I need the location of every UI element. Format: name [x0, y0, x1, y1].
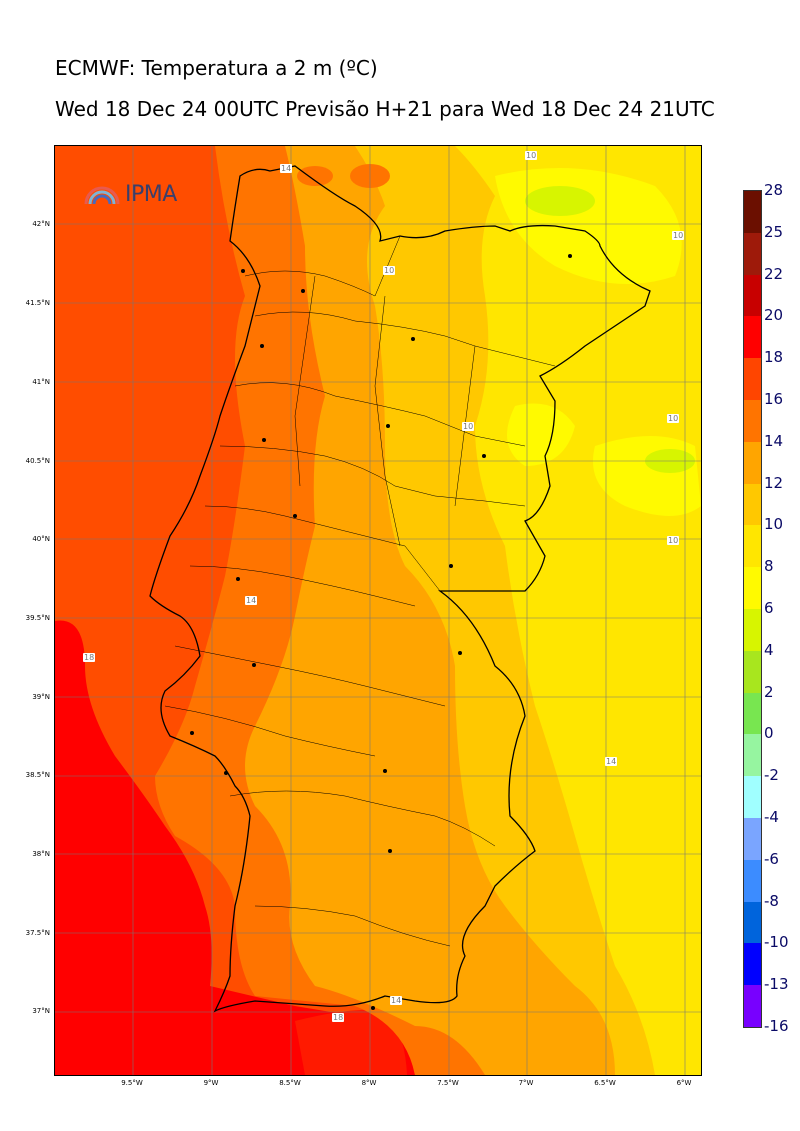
color-scale-segment [744, 901, 761, 944]
color-scale-tick-label: 2 [764, 682, 774, 701]
warm-sea-area [55, 620, 415, 1075]
color-scale-segment [744, 567, 761, 610]
color-scale-segment [744, 859, 761, 903]
color-scale-segment [744, 985, 761, 1028]
color-scale-segment [744, 776, 761, 819]
country-outline [149, 165, 651, 1013]
lat-label: 40°N [32, 535, 50, 543]
lon-label: 6.5°W [594, 1079, 616, 1087]
zone-6-north [525, 186, 595, 216]
lat-label: 37°N [32, 1007, 50, 1015]
ipma-logo: IPMA [83, 179, 177, 209]
color-scale-segment [744, 483, 761, 526]
rainbow-icon [84, 186, 120, 205]
lon-label: 9°W [203, 1079, 219, 1087]
lat-label: 41°N [32, 378, 50, 386]
color-scale-tick-label: -13 [764, 975, 789, 994]
color-scale-tick-label: 4 [764, 640, 774, 659]
color-scale-tick-label: -2 [764, 766, 779, 785]
color-scale-segment [744, 650, 761, 694]
district-borders [164, 235, 556, 947]
color-scale-tick-label: 6 [764, 599, 774, 617]
color-scale-segment [744, 191, 761, 234]
logo-text: IPMA [125, 181, 177, 207]
contour-label: 14 [280, 164, 293, 173]
lat-label: 38.5°N [25, 771, 50, 779]
color-scale-segment [744, 734, 761, 777]
lon-label: 7.5°W [437, 1079, 459, 1087]
city-markers [190, 254, 572, 1010]
contour-label: 18 [332, 1013, 345, 1022]
contour-label: 10 [667, 536, 680, 545]
lat-label: 39°N [32, 693, 50, 701]
lon-label: 8.5°W [279, 1079, 301, 1087]
color-scale-segment [744, 818, 761, 861]
color-scale-tick-label: -4 [764, 808, 779, 826]
contour-label: 18 [83, 653, 96, 662]
contour-label: 10 [525, 151, 538, 160]
color-scale-tick-label: -10 [764, 933, 789, 952]
color-scale-segment [744, 943, 761, 986]
color-scale-tick-label: 22 [764, 264, 784, 283]
color-scale-segment [744, 400, 761, 443]
zone-10 [455, 146, 701, 1075]
color-scale-tick-label: -8 [764, 891, 779, 910]
contour-label: 14 [605, 757, 618, 766]
color-scale-bar [743, 190, 762, 1028]
color-scale-segment [744, 274, 761, 317]
color-scale-tick-label: -16 [764, 1017, 789, 1035]
forecast-subtitle: Wed 18 Dec 24 00UTC Previsão H+21 para W… [55, 97, 715, 121]
color-scale-segment [744, 232, 761, 276]
lat-label: 39.5°N [25, 614, 50, 622]
lon-label: 7°W [518, 1079, 534, 1087]
lat-label: 38°N [32, 850, 50, 858]
temperature-map: IPMA 10 10 10 10 10 10 14 14 14 14 18 18… [54, 145, 702, 1076]
color-scale-segment [744, 525, 761, 568]
contour-label: 10 [462, 422, 475, 431]
map-title: ECMWF: Temperatura a 2 m (ºC) [55, 56, 378, 80]
contour-label: 10 [672, 231, 685, 240]
color-scale-segment [744, 358, 761, 401]
color-scale-tick-label: 12 [764, 473, 784, 492]
color-scale-tick-label: -6 [764, 849, 779, 868]
lon-label: 6°W [676, 1079, 692, 1087]
lat-label: 41.5°N [25, 299, 50, 307]
contour-label: 14 [245, 596, 258, 605]
lat-label: 40.5°N [25, 457, 50, 465]
color-scale-tick-label: 28 [764, 181, 784, 199]
color-scale-tick-label: 25 [764, 222, 784, 241]
lon-label: 9.5°W [121, 1079, 143, 1087]
color-scale-segment [744, 441, 761, 485]
color-scale-tick-label: 8 [764, 557, 774, 576]
contour-label: 10 [667, 414, 680, 423]
color-scale-segment [744, 316, 761, 359]
lon-label: 8°W [361, 1079, 377, 1087]
contour-label: 10 [383, 266, 396, 275]
color-scale-tick-label: 0 [764, 724, 774, 743]
color-scale-segment [744, 692, 761, 735]
color-scale-tick-label: 20 [764, 306, 784, 325]
map-canvas [55, 146, 701, 1075]
color-scale-tick-label: 16 [764, 390, 784, 408]
color-scale-tick-label: 18 [764, 348, 784, 367]
lat-label: 37.5°N [25, 929, 50, 937]
color-scale-segment [744, 609, 761, 652]
contour-label: 14 [390, 996, 403, 1005]
color-scale-tick-label: 10 [764, 515, 784, 534]
color-scale-tick-label: 14 [764, 431, 784, 450]
lat-label: 42°N [32, 220, 50, 228]
